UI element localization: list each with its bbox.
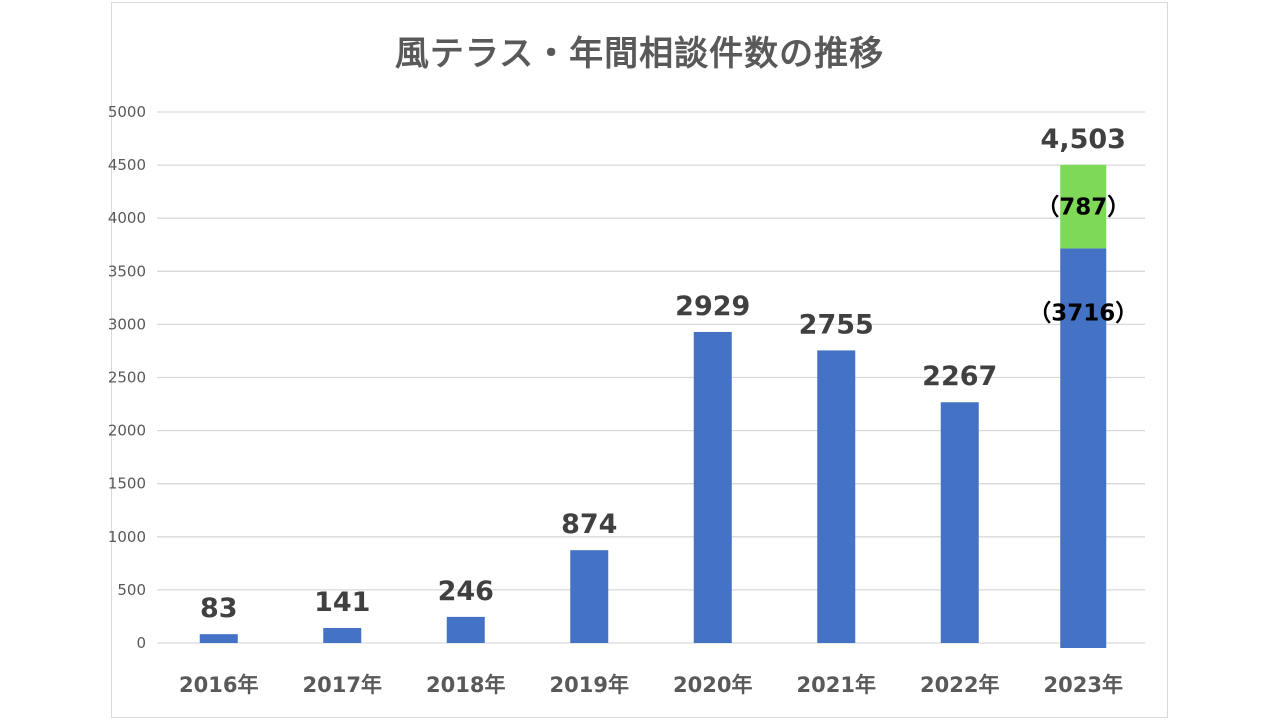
y-tick-label: 4000 (108, 209, 146, 227)
data-label: 4,503 (1041, 124, 1126, 155)
x-tick-label: 2016年 (179, 673, 258, 697)
segment-label: （3716） (1028, 299, 1138, 326)
y-tick-label: 0 (136, 634, 146, 652)
x-tick-label: 2018年 (426, 673, 505, 697)
data-label: 2929 (675, 291, 750, 322)
y-tick-label: 2000 (108, 422, 146, 440)
chart-title: 風テラス・年間相談件数の推移 (394, 34, 885, 74)
data-label: 874 (561, 509, 617, 540)
bar (940, 402, 979, 643)
y-tick-label: 4500 (108, 156, 146, 174)
bar (570, 550, 609, 643)
data-label: 83 (200, 593, 238, 624)
y-tick-label: 500 (117, 581, 146, 599)
x-tick-label: 2017年 (303, 673, 382, 697)
chart-area (111, 2, 1168, 718)
x-tick-label: 2020年 (673, 673, 752, 697)
data-label: 2267 (922, 361, 997, 392)
bar (817, 350, 856, 643)
bar-segment (1060, 248, 1107, 649)
x-tick-label: 2019年 (550, 673, 629, 697)
bar (446, 616, 485, 643)
x-tick-label: 2023年 (1044, 673, 1123, 697)
y-tick-label: 1000 (108, 528, 146, 546)
bar-segment (1060, 164, 1107, 249)
x-tick-label: 2021年 (797, 673, 876, 697)
data-label: 2755 (799, 309, 874, 340)
y-tick-label: 5000 (108, 103, 146, 121)
bar (323, 628, 362, 643)
segment-label: （787） (1036, 194, 1130, 221)
y-tick-label: 1500 (108, 475, 146, 493)
data-label: 141 (314, 587, 370, 618)
y-tick-label: 2500 (108, 369, 146, 387)
data-label: 246 (438, 576, 494, 607)
bar (199, 634, 238, 643)
y-tick-label: 3000 (108, 315, 146, 333)
x-tick-label: 2022年 (920, 673, 999, 697)
y-tick-label: 3500 (108, 262, 146, 280)
bar (693, 331, 732, 643)
